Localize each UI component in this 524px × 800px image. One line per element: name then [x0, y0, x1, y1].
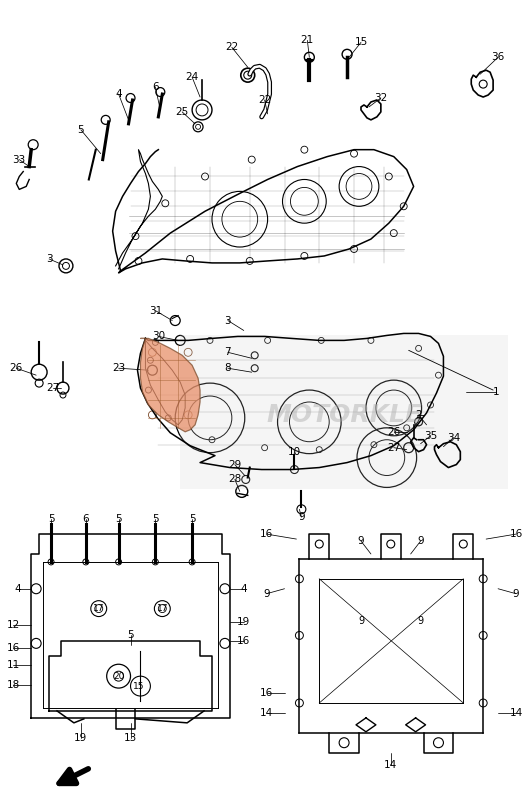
Text: 36: 36	[492, 52, 505, 62]
Text: 2: 2	[416, 410, 422, 420]
Text: 17: 17	[93, 604, 104, 613]
Text: 27: 27	[47, 383, 60, 393]
Text: 19: 19	[237, 617, 250, 626]
Text: 5: 5	[78, 125, 84, 135]
Text: 1: 1	[493, 387, 499, 397]
Text: 7: 7	[225, 347, 231, 358]
Polygon shape	[140, 338, 200, 432]
Text: 20: 20	[113, 672, 124, 681]
Text: 29: 29	[228, 459, 242, 470]
Text: 9: 9	[298, 512, 304, 522]
Text: 4: 4	[14, 584, 20, 594]
Text: 16: 16	[7, 643, 20, 654]
Text: 5: 5	[189, 514, 195, 524]
Text: 9: 9	[417, 536, 424, 546]
Text: 16: 16	[237, 636, 250, 646]
Text: 18: 18	[7, 680, 20, 690]
Bar	[180, 335, 508, 490]
Text: 19: 19	[74, 733, 88, 742]
Text: 22: 22	[225, 42, 238, 52]
Text: 27: 27	[387, 442, 400, 453]
Text: 5: 5	[152, 514, 159, 524]
Text: 35: 35	[424, 430, 437, 441]
Text: 30: 30	[152, 331, 165, 342]
Text: 32: 32	[374, 93, 387, 103]
Text: 24: 24	[185, 72, 199, 82]
Text: 21: 21	[301, 35, 314, 46]
Text: 25: 25	[176, 107, 189, 117]
Text: 3: 3	[46, 254, 52, 264]
Text: 15: 15	[354, 38, 368, 47]
Text: 33: 33	[13, 154, 26, 165]
Text: 8: 8	[225, 363, 231, 374]
Text: 9: 9	[358, 615, 364, 626]
Text: 5: 5	[127, 630, 134, 641]
Text: 23: 23	[112, 363, 125, 374]
Text: 17: 17	[157, 604, 168, 613]
Text: 5: 5	[48, 514, 54, 524]
Text: 28: 28	[228, 474, 242, 485]
Text: 16: 16	[260, 529, 273, 539]
Text: 4: 4	[241, 584, 247, 594]
Text: 34: 34	[447, 433, 460, 442]
Text: 4: 4	[115, 89, 122, 99]
Text: 9: 9	[358, 536, 364, 546]
Text: 9: 9	[418, 615, 424, 626]
Text: 10: 10	[288, 446, 301, 457]
Text: 16: 16	[260, 688, 273, 698]
Text: 13: 13	[124, 733, 137, 742]
Text: 3: 3	[225, 315, 231, 326]
Text: 12: 12	[7, 621, 20, 630]
Text: 14: 14	[509, 708, 522, 718]
Text: 16: 16	[509, 529, 522, 539]
Text: 26: 26	[387, 426, 400, 437]
Text: 5: 5	[115, 514, 122, 524]
Text: 9: 9	[263, 589, 270, 598]
Text: 11: 11	[7, 660, 20, 670]
Text: 31: 31	[149, 306, 162, 315]
Text: 14: 14	[260, 708, 273, 718]
Text: 6: 6	[152, 82, 159, 92]
Text: MOTORKLE: MOTORKLE	[266, 403, 422, 427]
Text: 22: 22	[258, 95, 271, 105]
Text: 26: 26	[9, 363, 23, 374]
Text: 15: 15	[133, 682, 144, 690]
Text: 9: 9	[512, 589, 519, 598]
Text: 6: 6	[82, 514, 89, 524]
Text: 14: 14	[384, 759, 397, 770]
